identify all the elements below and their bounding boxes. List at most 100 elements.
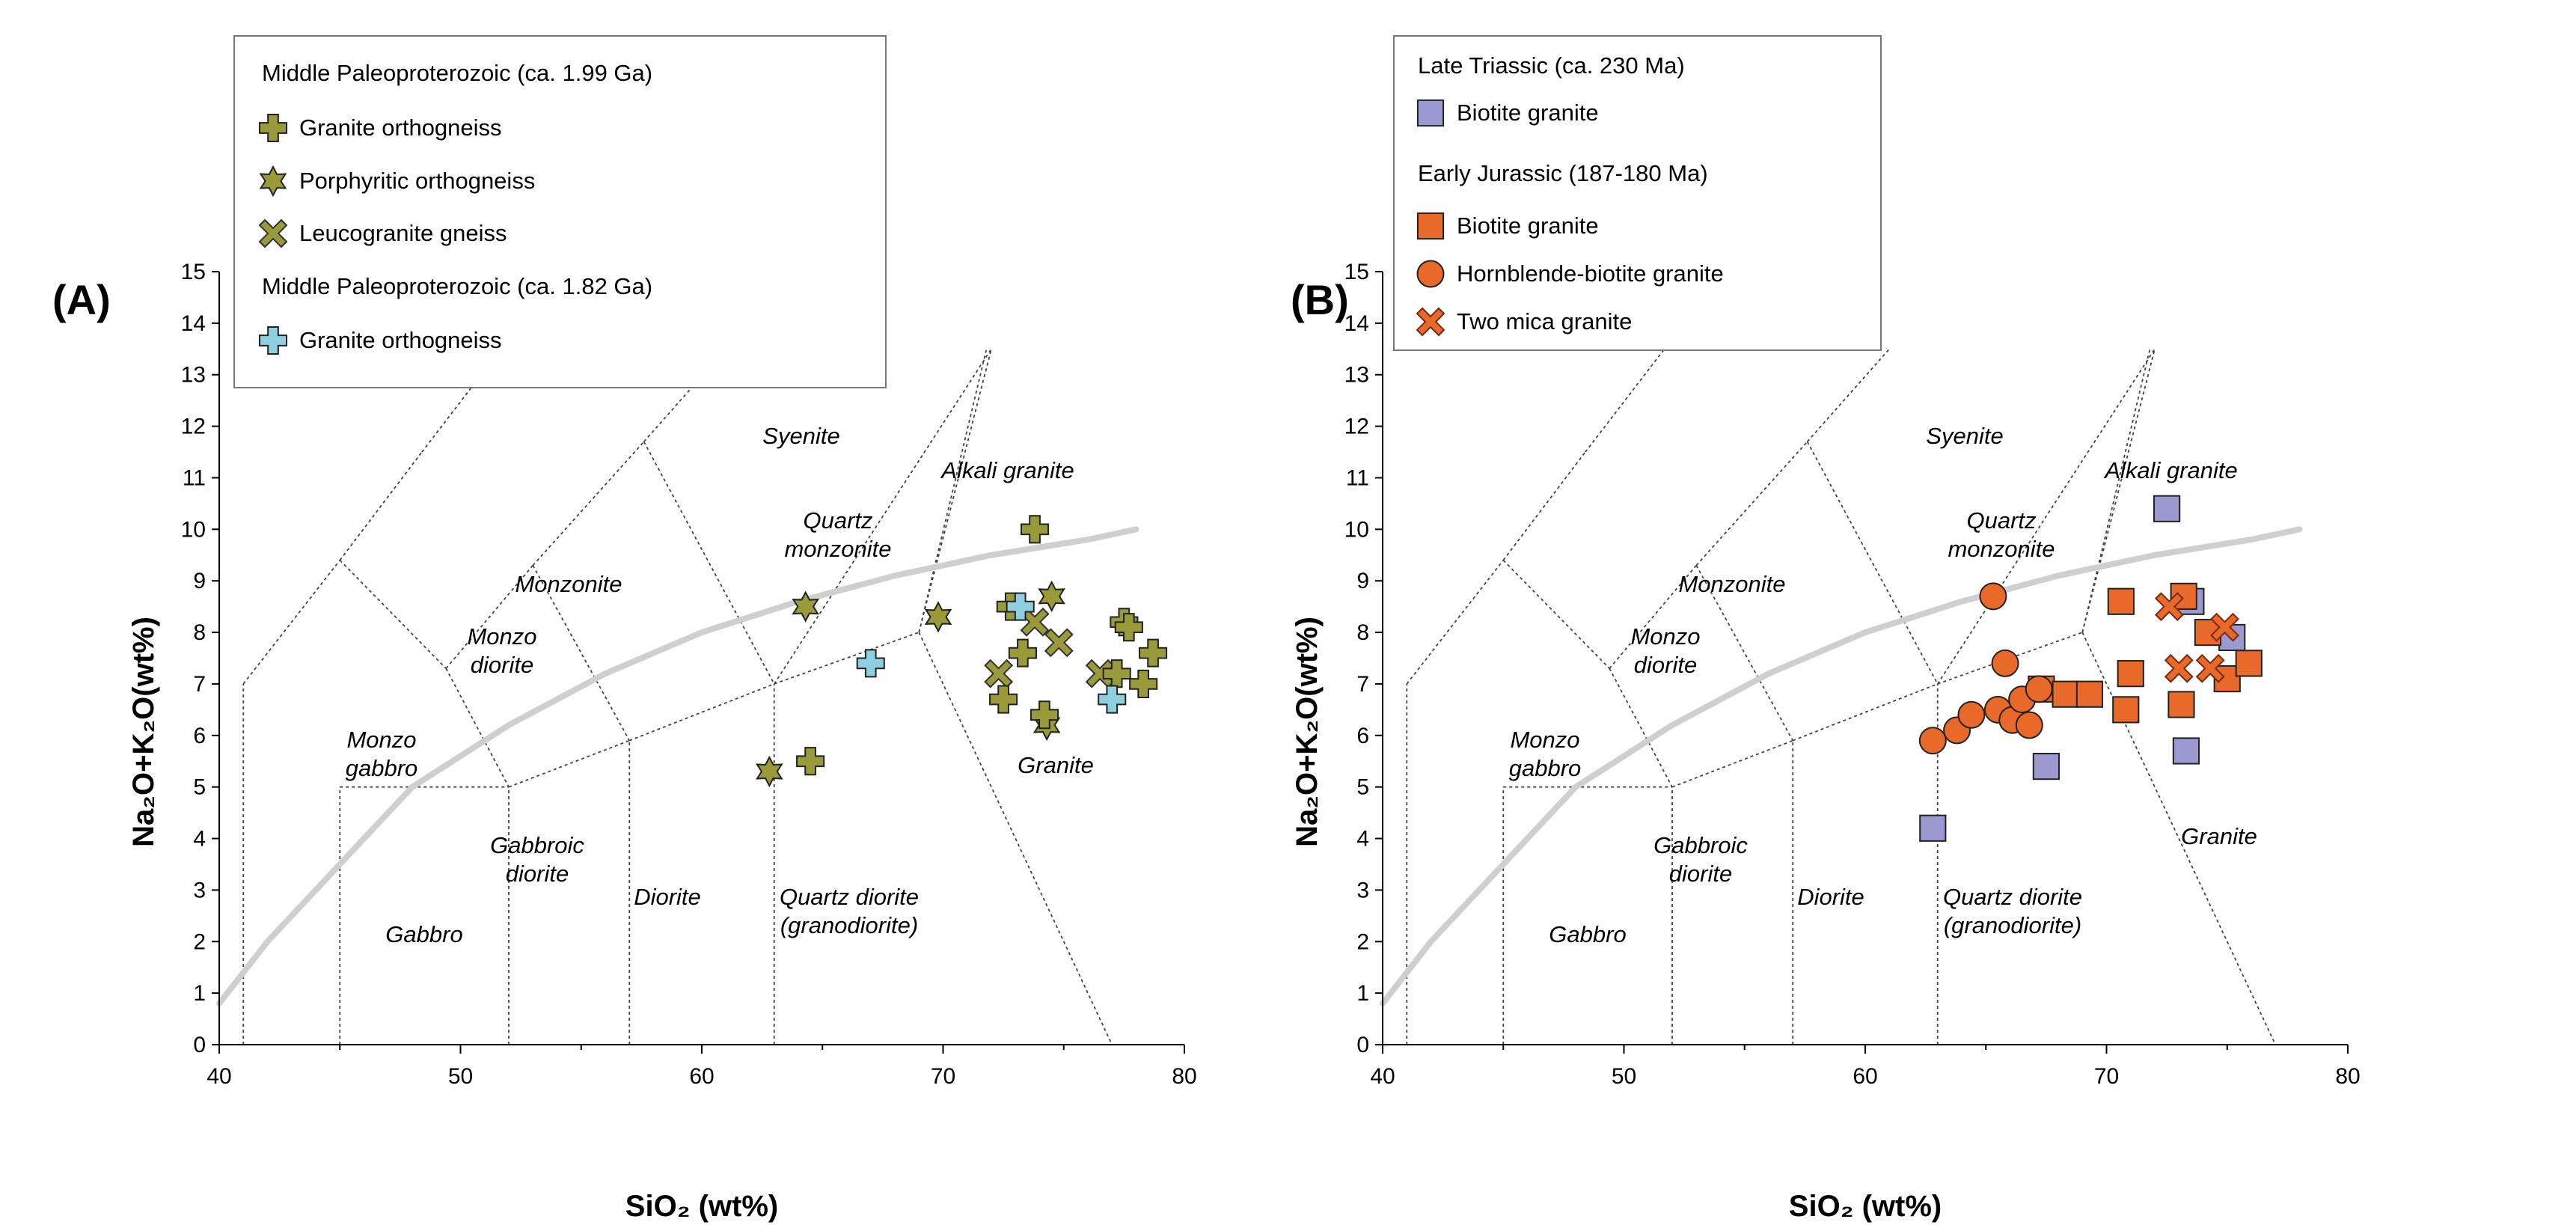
panel-a-x-tick-label: 50	[448, 1064, 473, 1089]
panel-b-field-boundary	[1671, 739, 1793, 788]
panel-b-y-tick-label: 2	[1356, 929, 1369, 954]
panel-a-y-tick-label: 10	[181, 517, 206, 542]
panel-b-y-tick-label: 4	[1356, 827, 1369, 852]
legend-a-marker-porphyritic-orthogneiss	[259, 165, 287, 198]
region-label-quartz-diorite-granodiorite: Quartz diorite (granodiorite)	[1943, 884, 2082, 938]
legend-b-group-1-title: Late Triassic (ca. 230 Ma)	[1418, 52, 1685, 79]
legend-b-entry-biotite-granite-jurassic: Biotite granite	[1457, 213, 1599, 239]
data-point-hornblende-biotite-granite	[1991, 649, 2019, 677]
panel-b-y-tick-label: 7	[1356, 672, 1369, 697]
panel-a-field-boundary	[918, 632, 1113, 1045]
legend-a-group-2-title: Middle Paleoproterozoic (ca. 1.82 Ga)	[262, 273, 652, 299]
panel-a-y-axis-label: Na₂O+K₂O(wt%)	[127, 617, 160, 847]
data-point-hornblende-biotite-granite	[2025, 675, 2053, 703]
panel-a-field-boundary	[643, 441, 775, 685]
panel-a-y-tick-label: 0	[193, 1033, 206, 1057]
data-point-biotite-granite-early-jurassic	[2235, 650, 2263, 677]
panel-a-label: (A)	[52, 276, 111, 323]
panel-b-field-boundary	[1609, 564, 1697, 669]
panel-b-x-axis-label: SiO₂ (wt%)	[1789, 1190, 1942, 1223]
region-label-monzo-gabbro: Monzo gabbro	[1509, 727, 1582, 781]
panel-b-field-boundary	[1695, 441, 1808, 566]
region-label-syenite: Syenite	[762, 423, 839, 449]
data-point-leucogranite-gneiss	[1044, 628, 1074, 658]
data-point-granite-orthogneiss-ca-1-99-ga	[1021, 515, 1050, 544]
data-point-granite-orthogneiss-ca-1-82-ga	[1006, 592, 1035, 621]
panel-a-field-boundary	[339, 451, 423, 561]
region-label-alkali-granite: Alkali granite	[2103, 457, 2237, 483]
panel-a-field-boundary	[445, 564, 533, 669]
panel-b-y-tick-label: 3	[1356, 878, 1369, 902]
legend-a-entry-leucogranite-gneiss: Leucogranite gneiss	[299, 220, 507, 246]
data-point-leucogranite-gneiss	[984, 659, 1014, 688]
data-point-biotite-granite-early-jurassic	[2112, 696, 2140, 724]
panel-a-field-boundary	[773, 348, 992, 685]
legend-a-group-1-title: Middle Paleoproterozoic (ca. 1.99 Ga)	[262, 60, 652, 86]
data-point-porphyritic-orthogneiss	[924, 601, 952, 633]
region-label-gabbroic-diorite: Gabbroic diorite	[1653, 832, 1748, 887]
panel-a-y-tick-label: 12	[181, 415, 206, 439]
panel-b-y-tick-label: 11	[1346, 465, 1369, 490]
region-label-diorite: Diorite	[1797, 884, 1864, 910]
panel-b-x-tick-label: 70	[2094, 1064, 2119, 1089]
panel-b-field-boundary	[1502, 451, 1586, 561]
data-point-biotite-granite-early-jurassic	[2052, 680, 2079, 708]
panel-b-y-tick-label: 0	[1356, 1033, 1369, 1057]
region-label-granite: Granite	[2181, 823, 2257, 849]
panel-b-y-tick-label: 1	[1356, 981, 1369, 1006]
panel-b-legend-box	[1393, 35, 1882, 351]
data-point-two-mica-granite	[2195, 653, 2225, 683]
panel-b-field-boundary	[1936, 348, 2156, 685]
data-point-biotite-granite-early-jurassic	[2167, 691, 2195, 718]
panel-a-y-tick-label: 4	[193, 827, 206, 852]
panel-a-x-tick-label: 40	[206, 1064, 231, 1089]
panel-b-field-boundary	[1792, 683, 1939, 742]
region-label-gabbro: Gabbro	[385, 921, 462, 947]
data-point-two-mica-granite	[2164, 653, 2194, 683]
region-label-quartz-diorite-granodiorite: Quartz diorite (granodiorite)	[780, 884, 919, 938]
panel-b-field-boundary	[1609, 668, 1673, 788]
data-point-granite-orthogneiss-ca-1-99-ga	[1114, 613, 1143, 642]
data-point-two-mica-granite	[2210, 612, 2239, 642]
panel-a-field-boundary	[628, 683, 775, 742]
legend-a-marker-granite-orthogneiss	[258, 326, 288, 355]
legend-a-marker-leucogranite-gneiss	[258, 219, 288, 248]
panel-b-x-tick-label: 80	[2335, 1064, 2360, 1089]
panel-a-field-boundary	[508, 739, 630, 788]
panel-a-y-tick-label: 13	[181, 363, 206, 388]
panel-b-y-axis-label: Na₂O+K₂O(wt%)	[1291, 617, 1324, 847]
data-point-granite-orthogneiss-ca-1-82-ga	[1098, 685, 1127, 714]
panel-b-x-tick-label: 50	[1612, 1064, 1636, 1089]
legend-a-entry-porphyritic-orthogneiss: Porphyritic orthogneiss	[299, 168, 535, 194]
region-label-monzo-diorite: Monzo diorite	[1630, 623, 1700, 678]
data-point-hornblende-biotite-granite	[1957, 700, 1986, 729]
panel-a-x-tick-label: 80	[1172, 1064, 1196, 1089]
data-point-biotite-granite-late-triassic	[2153, 495, 2181, 522]
legend-b-marker-biotite-granite	[1416, 212, 1445, 240]
panel-a-x-axis-label: SiO₂ (wt%)	[625, 1190, 778, 1223]
data-point-granite-orthogneiss-ca-1-99-ga	[796, 747, 825, 776]
legend-b-entry-biotite-granite-triassic: Biotite granite	[1457, 100, 1599, 126]
panel-b-field-boundary	[1806, 441, 1939, 685]
data-point-hornblende-biotite-granite	[2015, 711, 2043, 739]
panel-a-y-tick-label: 3	[193, 878, 206, 902]
panel-b-alkaline-divide-line	[1380, 526, 2303, 1006]
data-point-porphyritic-orthogneiss	[1038, 580, 1065, 613]
region-label-monzo-diorite: Monzo diorite	[467, 623, 536, 678]
region-label-monzonite: Monzonite	[515, 571, 622, 597]
legend-b-marker-biotite-granite	[1416, 99, 1445, 127]
panel-a-legend: Middle Paleoproterozoic (ca. 1.99 Ga) Gr…	[233, 35, 887, 388]
panel-a-field-boundary	[532, 441, 645, 566]
legend-a-entry-granite-orthogneiss-182: Granite orthogneiss	[299, 327, 502, 353]
panel-b-field-boundary	[1406, 560, 1504, 685]
legend-b-entry-two-mica-granite: Two mica granite	[1457, 308, 1632, 334]
panel-b-field-boundary	[1806, 348, 1890, 442]
region-label-granite: Granite	[1018, 752, 1094, 778]
legend-b-group-2-title: Early Jurassic (187-180 Ma)	[1418, 160, 1708, 186]
panel-a-y-tick-label: 2	[193, 929, 206, 954]
panel-a-y-tick-label: 5	[193, 775, 206, 800]
panel-b-y-tick-label: 10	[1344, 517, 1369, 542]
panel-a-y-tick-label: 6	[193, 724, 206, 748]
